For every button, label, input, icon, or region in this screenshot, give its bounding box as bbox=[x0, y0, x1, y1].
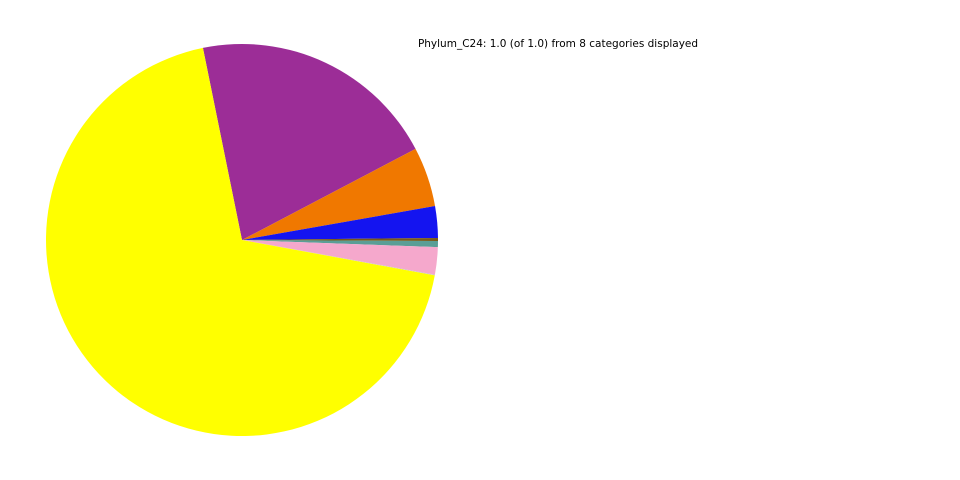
pie-slice-2[interactable] bbox=[242, 148, 436, 240]
pie-slice-1[interactable] bbox=[202, 44, 416, 240]
pie-slice-3[interactable] bbox=[242, 205, 438, 240]
pie-slice-4[interactable] bbox=[242, 237, 438, 242]
pie-slice-7[interactable] bbox=[242, 240, 435, 276]
pie-slice-8[interactable] bbox=[45, 47, 435, 437]
pie-slice-group[interactable] bbox=[45, 44, 438, 437]
pie-slice-6[interactable] bbox=[242, 240, 438, 275]
pie-slice-5[interactable] bbox=[242, 240, 438, 248]
